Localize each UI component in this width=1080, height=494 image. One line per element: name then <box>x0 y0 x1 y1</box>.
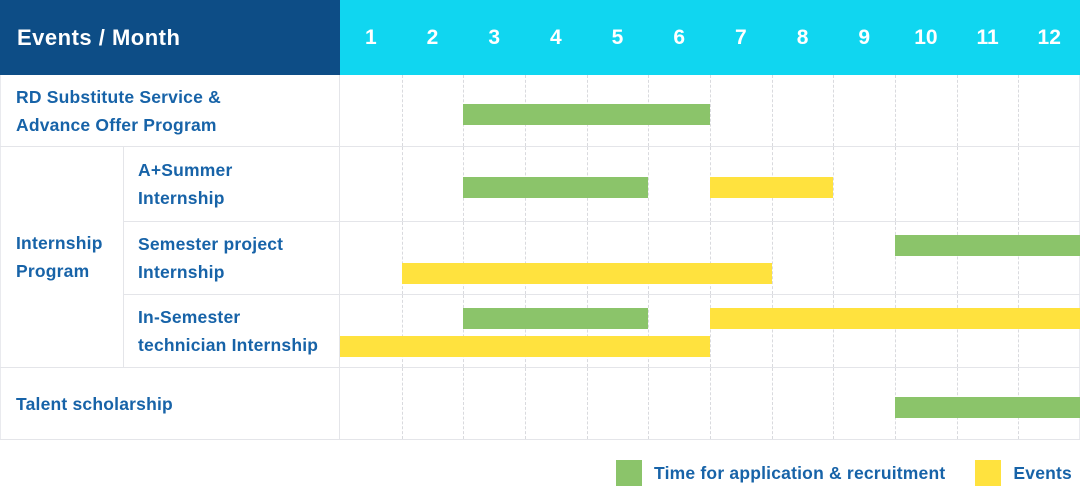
month-gridline <box>401 147 403 221</box>
legend-item: Time for application & recruitment <box>616 460 945 486</box>
legend-swatch-application <box>616 460 643 486</box>
gantt-bar-event <box>710 177 834 199</box>
month-gridline <box>525 295 526 367</box>
month-gridline <box>895 147 896 221</box>
month-gridline <box>401 368 403 439</box>
month-gridline <box>463 368 465 439</box>
month-gridline <box>710 295 711 367</box>
month-header-cell: 7 <box>735 25 747 49</box>
table-header: Events / Month 1 2 3 4 5 6 7 8 9 10 11 12 <box>0 0 1080 75</box>
chart-row <box>340 295 1080 368</box>
chart-row <box>340 222 1080 295</box>
gantt-bar-event <box>401 263 772 285</box>
month-gridline <box>710 368 711 439</box>
month-gridline <box>401 222 403 294</box>
month-gridline <box>1018 295 1020 367</box>
month-gridline <box>771 368 773 439</box>
sub-row-label: A+Summer Internship <box>124 147 340 222</box>
month-gridline <box>771 295 773 367</box>
month-header-cell: 9 <box>858 25 871 49</box>
sub-row-label: Semester project Internship <box>124 222 340 295</box>
gantt-bar-application <box>463 104 710 126</box>
month-gridline <box>771 75 773 146</box>
month-gridline <box>710 222 711 294</box>
chart-row <box>340 75 1080 147</box>
month-header-cell: 3 <box>488 25 501 49</box>
month-gridline <box>401 295 403 367</box>
month-gridline <box>895 222 896 294</box>
month-header-cell: 1 <box>364 25 377 49</box>
month-header-cell: 4 <box>550 25 562 49</box>
legend-item: Events <box>975 460 1072 486</box>
month-gridline <box>833 368 835 439</box>
month-gridline <box>956 295 958 367</box>
month-gridline <box>1018 222 1020 294</box>
month-gridline <box>1018 75 1020 146</box>
month-gridline <box>833 75 835 146</box>
events-month-header: Events / Month <box>0 0 340 75</box>
gantt-bar-event <box>340 336 710 358</box>
months-header-row: 1 2 3 4 5 6 7 8 9 10 11 12 <box>340 0 1080 75</box>
month-header-cell: 6 <box>673 25 686 49</box>
sub-row-label: In-Semester technician Internship <box>124 295 340 368</box>
gantt-bar-application <box>895 234 1080 256</box>
month-gridline <box>648 368 650 439</box>
month-gridline <box>586 222 588 294</box>
group-label: Internship Program <box>0 147 124 368</box>
gantt-bar-application <box>463 307 649 329</box>
gantt-bar-application <box>463 177 649 199</box>
month-gridline <box>1018 147 1020 221</box>
month-gridline <box>401 75 403 146</box>
month-gridline <box>463 295 465 367</box>
month-gridline <box>463 222 465 294</box>
month-gridline <box>895 75 896 146</box>
chart-row <box>340 147 1080 222</box>
legend-label: Time for application & recruitment <box>654 462 946 483</box>
month-gridline <box>833 222 835 294</box>
month-gridline <box>586 368 588 439</box>
legend-label: Events <box>1013 462 1072 483</box>
month-gridline <box>956 75 958 146</box>
row-label: RD Substitute Service & Advance Offer Pr… <box>0 75 340 147</box>
month-gridline <box>833 147 835 221</box>
month-gridline <box>648 295 650 367</box>
month-gridline <box>956 147 958 221</box>
legend: Time for application & recruitment Events <box>0 460 1080 486</box>
month-gridline <box>648 147 650 221</box>
month-header-cell: 12 <box>1037 25 1061 49</box>
month-header-cell: 11 <box>976 25 999 49</box>
gantt-bar-event <box>710 307 1080 329</box>
gantt-body: RD Substitute Service & Advance Offer Pr… <box>0 75 1080 440</box>
gantt-bar-application <box>895 397 1080 419</box>
month-gridline <box>525 368 526 439</box>
month-header-cell: 2 <box>426 25 439 49</box>
month-gridline <box>771 222 773 294</box>
row-label: Talent scholarship <box>0 368 340 440</box>
month-gridline <box>648 222 650 294</box>
month-header-cell: 8 <box>796 25 809 49</box>
month-gridline <box>586 295 588 367</box>
month-gridline <box>895 295 896 367</box>
month-gridline <box>833 295 835 367</box>
month-header-cell: 5 <box>611 25 624 49</box>
chart-row <box>340 368 1080 440</box>
month-gridline <box>956 222 958 294</box>
month-header-cell: 10 <box>914 25 938 49</box>
legend-swatch-event <box>975 460 1002 486</box>
month-gridline <box>525 222 526 294</box>
month-gridline <box>710 75 711 146</box>
